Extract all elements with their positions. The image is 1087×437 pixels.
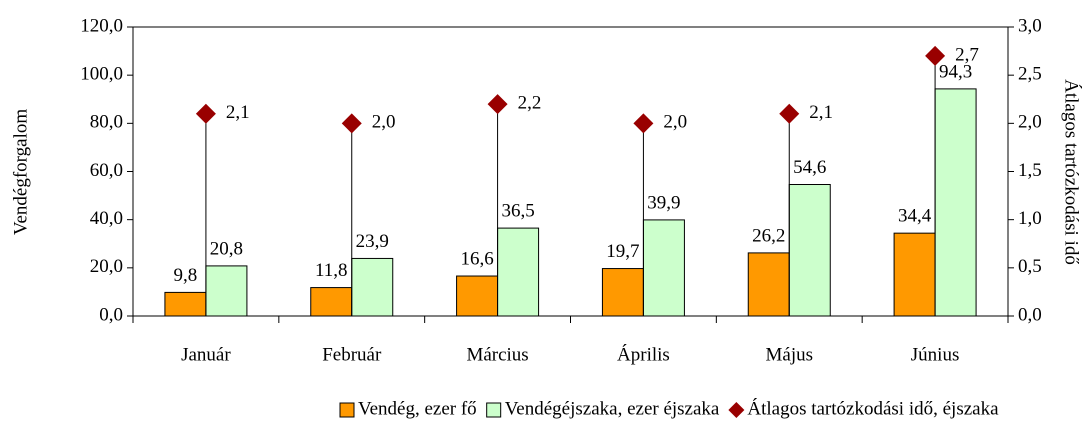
y2-tick-label: 0,0 — [1018, 304, 1042, 325]
y2-tick-label: 1,0 — [1018, 208, 1042, 229]
y2-tick-label: 0,5 — [1018, 256, 1042, 277]
x-tick-label: Február — [322, 344, 382, 365]
data-label: 54,6 — [793, 157, 826, 178]
data-label: 20,8 — [210, 238, 243, 259]
bar — [747, 252, 790, 317]
bar — [642, 219, 685, 317]
y-tick-label: 20,0 — [90, 256, 123, 277]
data-label: 23,9 — [356, 231, 389, 252]
bar — [497, 227, 540, 317]
data-label: 2,2 — [518, 92, 542, 113]
marker — [195, 103, 216, 124]
bar — [456, 275, 499, 317]
data-label: 2,0 — [372, 112, 396, 133]
y-tick-label: 100,0 — [80, 64, 123, 85]
y-tick-label: 0,0 — [99, 304, 123, 325]
plot-area — [132, 26, 1009, 317]
marker — [633, 113, 654, 134]
y2-tick-label: 1,5 — [1018, 160, 1042, 181]
y-tick-label: 60,0 — [90, 160, 123, 181]
data-label: 2,0 — [663, 112, 687, 133]
y2-axis-title: Átlagos tartózkodási idő — [1061, 79, 1083, 265]
bar — [934, 88, 977, 317]
bar — [205, 265, 248, 317]
data-label: 19,7 — [606, 241, 639, 262]
data-label: 36,5 — [501, 200, 534, 221]
x-tick-label: Május — [766, 344, 814, 365]
data-label: 9,8 — [174, 265, 198, 286]
y-tick-label: 120,0 — [80, 15, 123, 36]
data-label: 34,4 — [898, 206, 932, 227]
bar — [351, 257, 394, 317]
data-label: 94,3 — [939, 61, 972, 82]
y-axis-title: Vendégforgalom — [10, 109, 31, 236]
legend-label: Átlagos tartózkodási idő, éjszaka — [747, 397, 999, 419]
x-tick-label: Június — [911, 344, 960, 365]
y2-tick-label: 2,0 — [1018, 112, 1042, 133]
marker — [341, 113, 362, 134]
y-tick-label: 40,0 — [90, 208, 123, 229]
marker — [925, 45, 946, 66]
legend-label: Vendég, ezer fő — [358, 398, 477, 419]
data-label: 39,9 — [647, 192, 680, 213]
data-label: 2,7 — [955, 44, 979, 65]
data-label: 11,8 — [315, 260, 348, 281]
x-tick-label: Január — [181, 344, 231, 365]
legend-swatch — [339, 402, 355, 418]
bar — [788, 184, 831, 317]
legend-label: Vendégéjszaka, ezer éjszaka — [505, 398, 720, 419]
data-label: 26,2 — [752, 225, 785, 246]
legend-swatch — [486, 402, 502, 418]
bar — [601, 268, 644, 317]
y2-tick-label: 2,5 — [1018, 64, 1042, 85]
bar — [310, 287, 353, 317]
data-label: 16,6 — [460, 248, 493, 269]
y2-tick-label: 3,0 — [1018, 15, 1042, 36]
marker — [487, 94, 508, 115]
data-label: 2,1 — [809, 102, 833, 123]
marker — [779, 103, 800, 124]
data-label: 2,1 — [226, 102, 250, 123]
bar — [164, 291, 207, 317]
bar — [893, 232, 936, 317]
x-tick-label: Március — [466, 344, 528, 365]
x-tick-label: Április — [617, 343, 670, 365]
legend-swatch — [728, 402, 745, 418]
y-tick-label: 80,0 — [90, 112, 123, 133]
